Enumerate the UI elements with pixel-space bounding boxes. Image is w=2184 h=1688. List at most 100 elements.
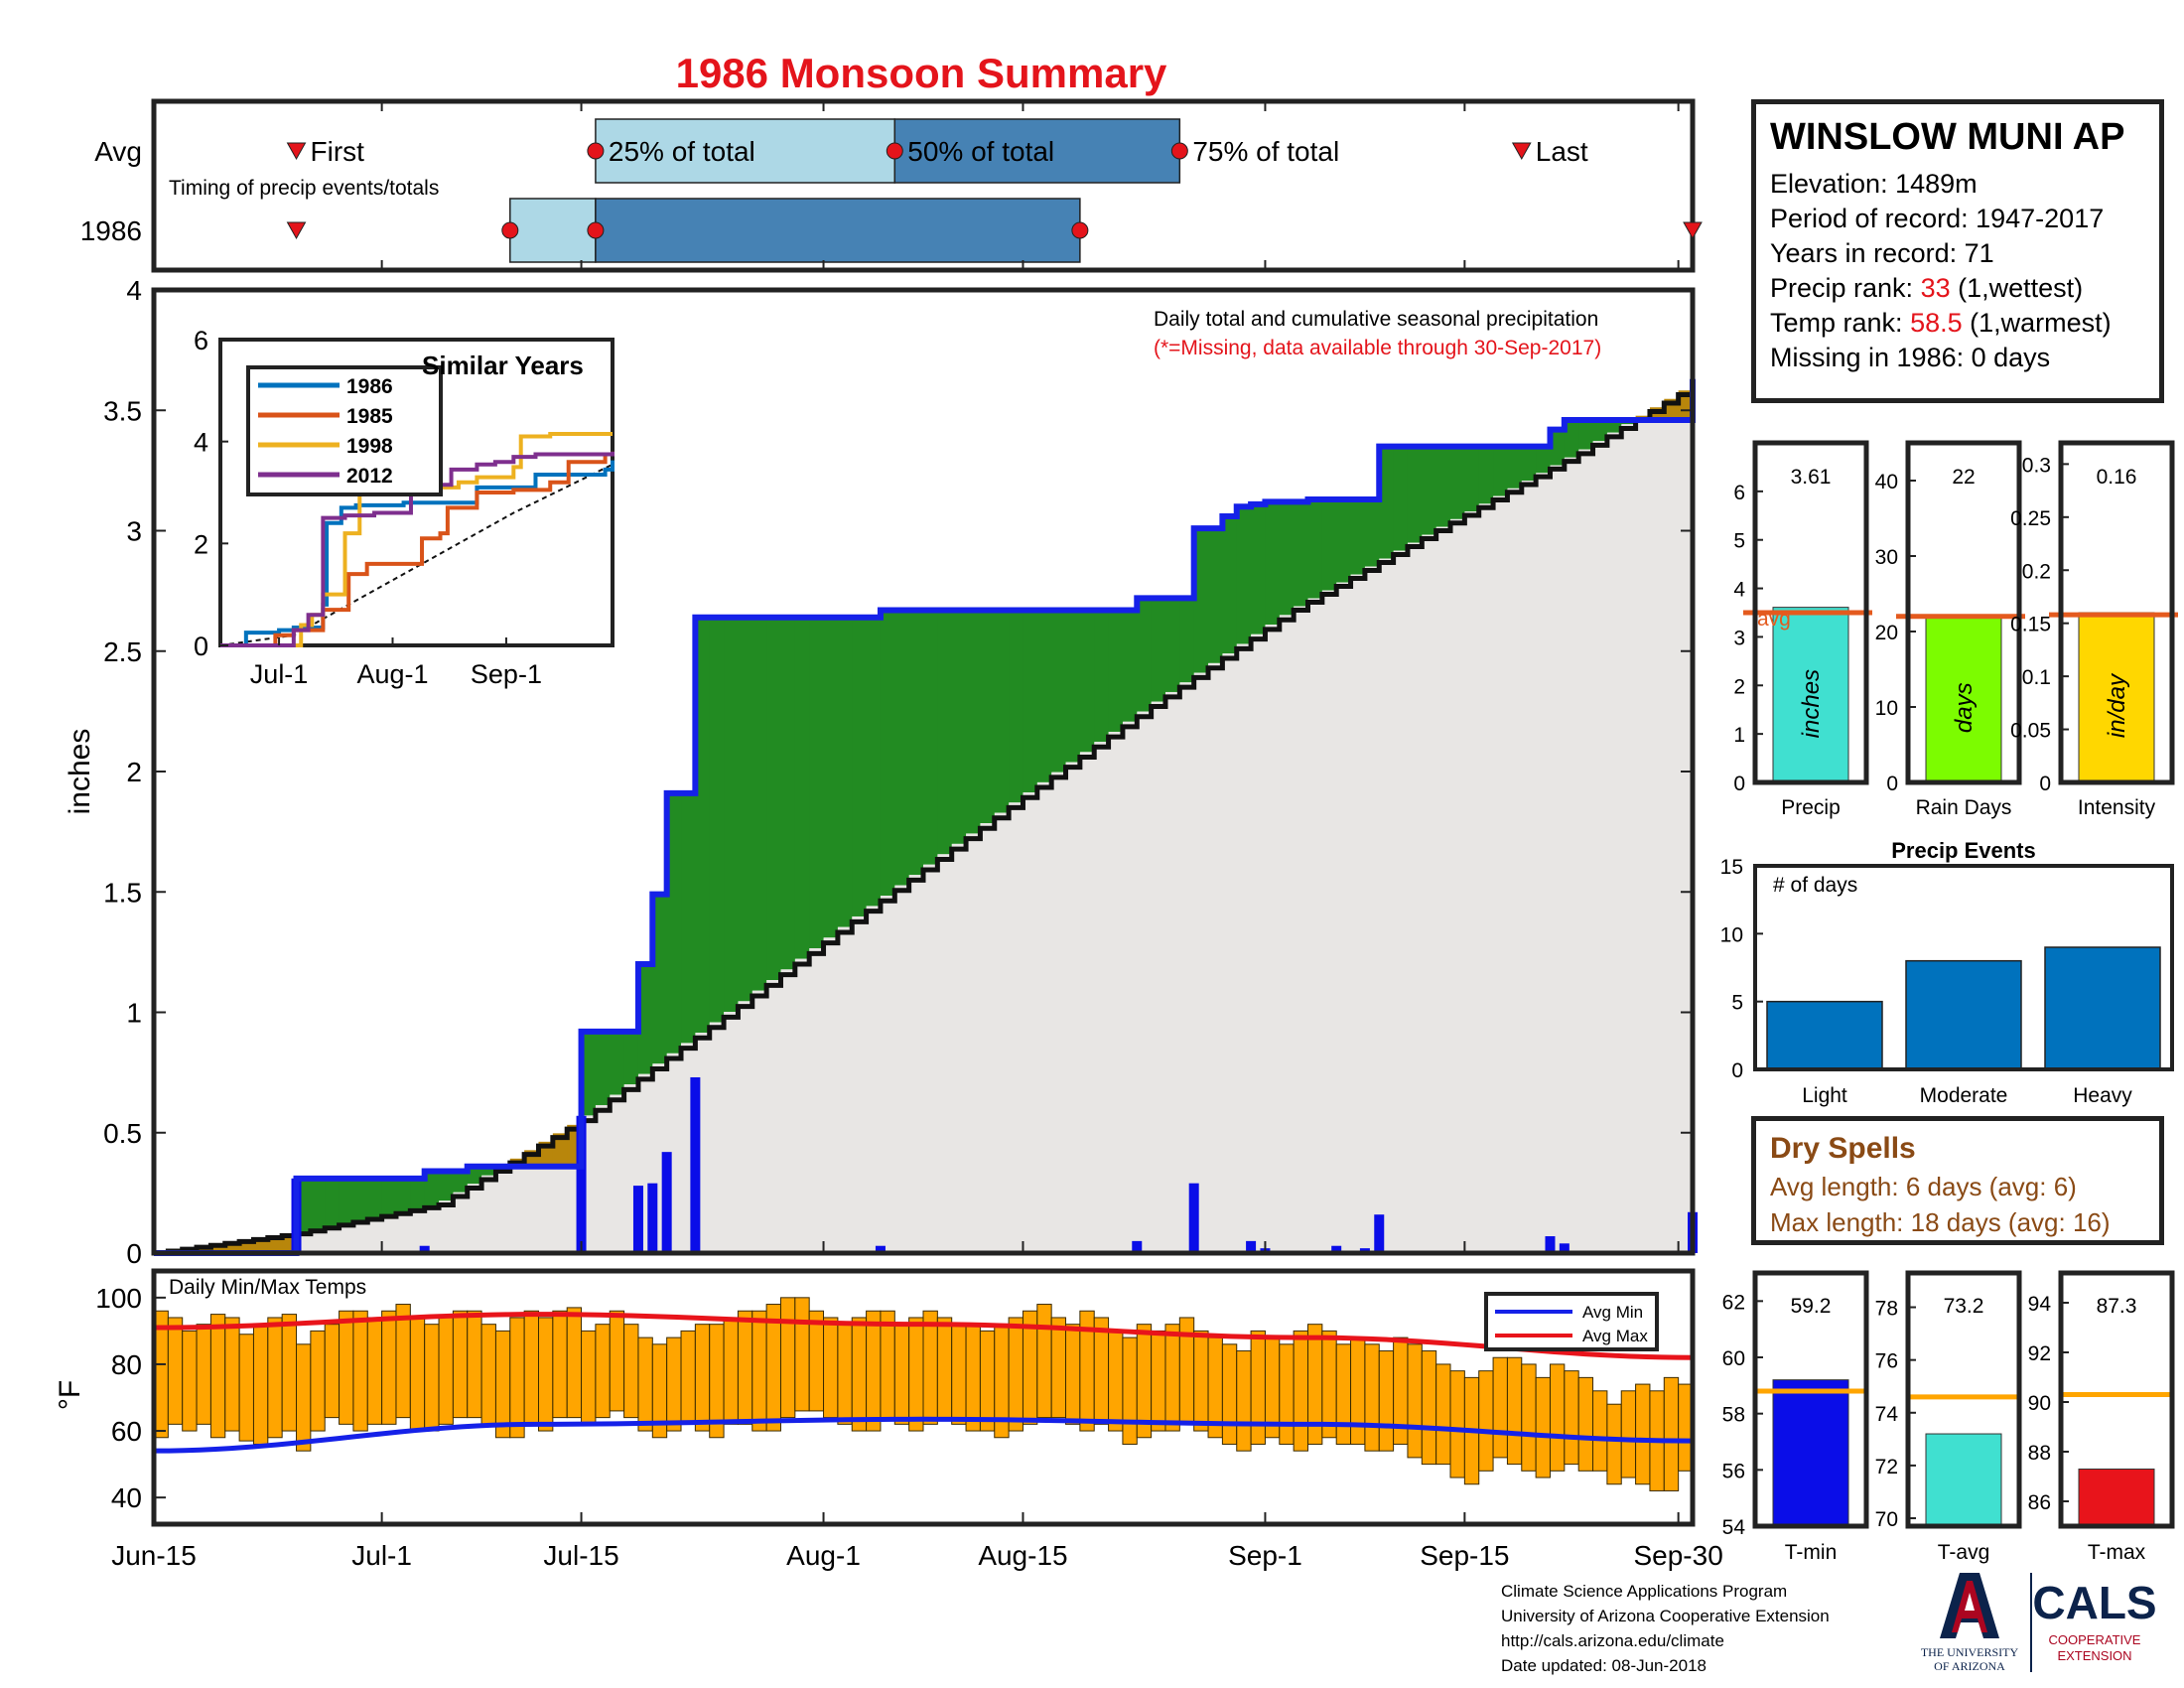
climatology-area [1094, 742, 1110, 1253]
climatology-area [325, 1226, 341, 1253]
climatology-area [1635, 419, 1651, 1253]
x-tick-label: Jul-1 [351, 1540, 412, 1571]
daily-precip-bar [632, 1186, 643, 1253]
tstat-y-tick-label: 60 [1722, 1347, 1745, 1370]
temp-range-bar [680, 1330, 696, 1425]
climatology-area [1265, 625, 1281, 1253]
temp-range-bar [196, 1324, 211, 1425]
stat-y-tick-label: 3 [1733, 627, 1745, 649]
credits-url: http://cals.arizona.edu/climate [1501, 1631, 1724, 1650]
temp-range-bar [1549, 1363, 1566, 1472]
precip-rank-suffix: (1,wettest) [1950, 273, 2084, 303]
temp-range-bar [1577, 1376, 1594, 1472]
surplus-area [1564, 419, 1579, 458]
tstat-y-tick-label: 86 [2028, 1491, 2051, 1514]
surplus-area [894, 610, 910, 886]
climatology-area [1493, 495, 1508, 1254]
surplus-area [837, 617, 853, 927]
y-tick-label: 3.5 [103, 395, 142, 426]
surplus-area [766, 617, 781, 981]
stat-bar-precip [1772, 607, 1849, 783]
surplus-area [1108, 610, 1124, 732]
climatology-area [709, 1022, 725, 1253]
station-elevation: Elevation: 1489m [1770, 169, 1978, 199]
climatology-area [1578, 449, 1594, 1253]
temp-range-bar [1151, 1330, 1166, 1432]
climatology-area [1621, 424, 1637, 1254]
temp-range-bar [1350, 1336, 1366, 1445]
climatology-area [852, 915, 868, 1253]
surplus-area [1321, 498, 1337, 591]
event-category-label: Heavy [2073, 1084, 2132, 1107]
timing-marker-q50 [886, 142, 903, 160]
temp-range-bar [552, 1310, 568, 1419]
temp-range-bar [1478, 1370, 1494, 1472]
temp-rank-suffix: (1,warmest) [1962, 308, 2112, 338]
temp-range-bar [851, 1317, 868, 1432]
climatology-area [381, 1214, 397, 1253]
climatology-area [1564, 457, 1579, 1253]
inset-x-tick-label: Jul-1 [250, 659, 309, 689]
temp-range-bar [1407, 1343, 1423, 1459]
temp-range-bar [1065, 1324, 1081, 1425]
events-y-tick-label: 10 [1720, 923, 1743, 946]
station-period: Period of record: 1947-2017 [1770, 204, 2105, 233]
timing-marker-q75 [1071, 221, 1089, 239]
surplus-area [310, 1178, 326, 1230]
stat-y-tick-label: 1 [1733, 724, 1745, 747]
daily-temps-panel: 40 60 80 100 Daily Min/Max Temps °F Avg Min Avg… [54, 1268, 1696, 1527]
station-name: WINSLOW MUNI AP [1770, 116, 2125, 158]
inset-y-tick-label: 4 [194, 428, 208, 458]
chart-title: 1986 Monsoon Summary [676, 50, 1167, 96]
temp-range-bar [951, 1324, 967, 1425]
avg-min-line [153, 1416, 1694, 1454]
climatology-area [1137, 711, 1153, 1253]
stat-y-tick-label: 0.15 [2010, 614, 2051, 636]
temp-range-bar [1506, 1356, 1523, 1466]
tstat-bar-t-min [1772, 1379, 1849, 1527]
surplus-area [695, 617, 711, 1033]
climatology-area [751, 990, 767, 1253]
logo-coop1: COOPERATIVE [2049, 1632, 2141, 1647]
credits-line: University of Arizona Cooperative Extens… [1501, 1607, 1830, 1625]
x-tick-label: Jun-15 [111, 1540, 197, 1571]
surplus-area [666, 792, 682, 1054]
x-tick-label: Sep-15 [1420, 1540, 1509, 1571]
climatology-area [1108, 731, 1124, 1253]
temp-range-bar [1449, 1370, 1465, 1478]
tstat-y-tick-label: 62 [1722, 1291, 1745, 1314]
surplus-area [623, 1031, 639, 1085]
surplus-area [681, 792, 696, 1044]
legend-label-1986: 1986 [346, 375, 393, 398]
climatology-area [495, 1167, 511, 1253]
stat-y-tick-label: 40 [1875, 471, 1898, 493]
missing-days: Missing in 1986: 0 days [1770, 343, 2051, 372]
temp-range-bar [1535, 1376, 1551, 1478]
temp-range-bar [1606, 1403, 1622, 1485]
climatology-area [1208, 662, 1223, 1253]
tstat-y-tick-label: 72 [1875, 1456, 1898, 1478]
temp-range-bar [1378, 1350, 1395, 1452]
temp-range-bar [1592, 1390, 1608, 1472]
stat-y-tick-label: 2 [1733, 675, 1745, 698]
climatology-area [1606, 432, 1622, 1253]
surplus-area [1350, 498, 1366, 575]
x-tick-label: Sep-30 [1633, 1540, 1722, 1571]
temp-axis-label: °F [54, 1380, 86, 1410]
temp-range-bar [1221, 1343, 1238, 1445]
temp-range-bar [666, 1336, 682, 1432]
surplus-area [1478, 446, 1494, 504]
series-line-1985 [220, 451, 614, 647]
surplus-area [1122, 610, 1138, 722]
y-axis-label: inches [64, 729, 96, 815]
stat-y-tick-label: 20 [1875, 622, 1898, 644]
daily-precip-bar [1374, 1214, 1385, 1253]
surplus-area [880, 610, 895, 897]
deficit-area [210, 1244, 226, 1253]
events-inner-label: # of days [1773, 874, 1857, 897]
legend-label-avg-max: Avg Max [1582, 1327, 1648, 1345]
tstat-y-tick-label: 90 [2028, 1392, 2051, 1415]
temp-y-tick-label: 80 [111, 1349, 142, 1380]
temp-range-bar [1036, 1304, 1052, 1419]
climatology-area [509, 1166, 525, 1253]
